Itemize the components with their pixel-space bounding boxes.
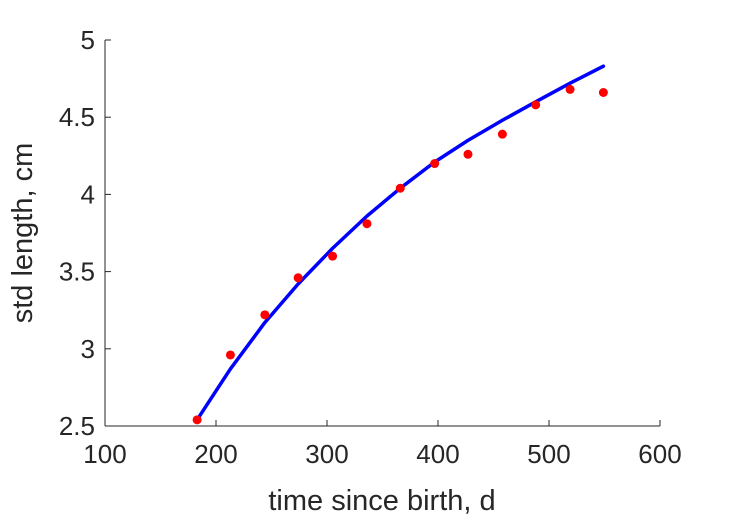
- y-tick-label: 5: [81, 25, 95, 55]
- y-tick-label: 3.5: [59, 257, 95, 287]
- data-point: [225, 350, 235, 360]
- plot-area: [192, 64, 608, 425]
- axes: 100 200 300 400 500 600 2.5 3 3.5 4 4.5 5: [59, 25, 682, 469]
- x-tick-label: 300: [305, 439, 348, 469]
- data-point: [192, 415, 202, 425]
- x-tick-label: 100: [83, 439, 126, 469]
- x-axis-label: time since birth, d: [268, 485, 495, 517]
- y-tick-label: 4: [81, 179, 95, 209]
- data-point: [497, 129, 507, 139]
- y-tick-label: 3: [81, 334, 95, 364]
- x-tick-label: 500: [527, 439, 570, 469]
- y-tick-label: 4.5: [59, 102, 95, 132]
- x-tick-label: 200: [194, 439, 237, 469]
- data-point: [395, 183, 405, 193]
- data-point: [430, 159, 440, 169]
- data-point: [260, 310, 270, 320]
- y-axis-label: std length, cm: [7, 143, 39, 324]
- data-point: [598, 87, 608, 97]
- data-point: [565, 84, 575, 94]
- data-point: [531, 100, 541, 110]
- x-tick-label: 600: [638, 439, 681, 469]
- y-tick-label: 2.5: [59, 411, 95, 441]
- fit-curve: [195, 64, 606, 422]
- data-point: [328, 251, 338, 261]
- data-point: [463, 149, 473, 159]
- x-tick-label: 400: [416, 439, 459, 469]
- data-point: [293, 273, 303, 283]
- data-point: [362, 219, 372, 229]
